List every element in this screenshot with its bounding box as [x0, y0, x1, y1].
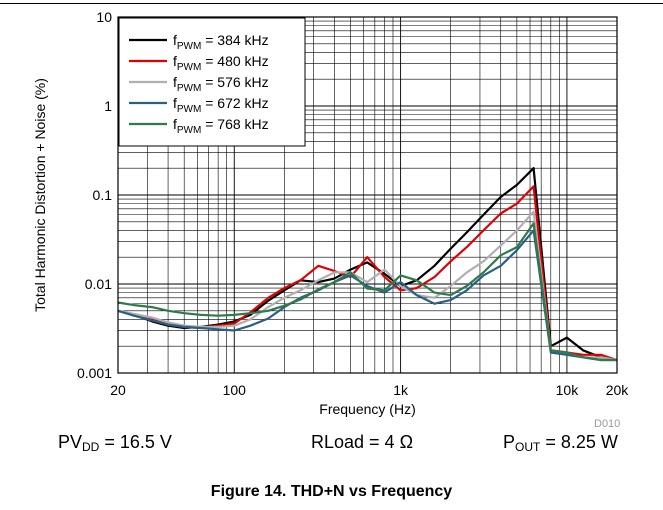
legend-label: fPWM = 384 kHz: [173, 32, 269, 52]
x-tick-label: 20: [110, 382, 126, 398]
top-rule: [0, 3, 663, 4]
y-tick-label: 0.001: [77, 365, 112, 381]
y-tick-label: 0.1: [93, 187, 113, 203]
x-tick-label: 20k: [606, 382, 630, 398]
chart-lines: [117, 167, 618, 362]
legend-label: fPWM = 576 kHz: [173, 74, 269, 94]
condition-pvdd: PVDD = 16.5 V: [58, 432, 172, 454]
y-axis-label: Total Harmonic Distortion + Noise (%): [32, 78, 48, 312]
x-tick-label: 100: [223, 382, 247, 398]
x-tick-label: 1k: [393, 382, 409, 398]
series-line-5: [117, 222, 617, 362]
condition-rload: RLoad = 4 Ω: [311, 432, 414, 452]
y-tick-label: 1: [104, 98, 112, 114]
y-tick-label: 10: [96, 9, 112, 25]
plot-frame: [117, 16, 618, 374]
legend-label: fPWM = 768 kHz: [173, 116, 269, 136]
x-axis-label: Frequency (Hz): [319, 401, 415, 417]
legend-label: fPWM = 672 kHz: [173, 95, 269, 115]
chart-code: D010: [594, 418, 621, 430]
figure-caption: Figure 14. THD+N vs Frequency: [210, 483, 453, 500]
tick-labels: 20 100 1k 10k 20k 0.001 0.01 0.1 1 10: [77, 9, 629, 398]
condition-pout: POUT = 8.25 W: [503, 432, 618, 454]
legend-label: fPWM = 480 kHz: [173, 53, 269, 73]
chart-grid: [118, 17, 617, 373]
y-tick-label: 0.01: [85, 276, 112, 292]
x-tick-label: 10k: [556, 382, 580, 398]
